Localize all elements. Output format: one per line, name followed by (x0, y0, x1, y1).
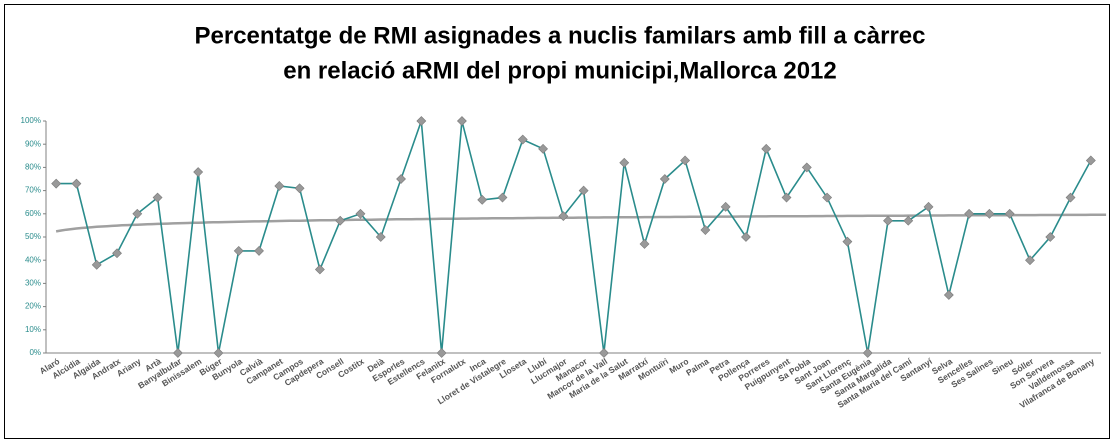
marker (294, 183, 305, 194)
marker (680, 155, 691, 166)
marker (781, 192, 792, 203)
marker (639, 239, 650, 249)
marker (883, 215, 893, 226)
marker (943, 290, 954, 300)
marker (477, 194, 488, 205)
marker (436, 348, 447, 358)
marker (335, 215, 346, 226)
marker (51, 178, 62, 189)
marker (172, 348, 183, 358)
chart-title: en relació aRMI del propi municipi,Mallo… (283, 57, 837, 84)
y-tick-label: 90% (25, 139, 41, 148)
chart-title: Percentatge de RMI asignades a nuclis fa… (195, 22, 926, 49)
marker (233, 245, 244, 256)
marker (659, 174, 670, 184)
y-tick-label: 80% (25, 163, 41, 172)
marker (842, 236, 853, 247)
marker (599, 348, 609, 358)
marker (1045, 232, 1056, 242)
chart-border (4, 4, 1110, 439)
marker (578, 185, 589, 196)
marker (903, 215, 914, 226)
y-tick-label: 10% (25, 325, 41, 334)
y-tick-label: 50% (25, 232, 41, 241)
marker (71, 178, 82, 189)
marker (396, 174, 406, 184)
marker (700, 225, 711, 235)
marker (112, 248, 122, 259)
marker (132, 208, 143, 219)
y-tick-label: 0% (29, 348, 41, 357)
marker (152, 192, 163, 203)
y-tick-label: 20% (25, 302, 41, 311)
data-line (56, 120, 1092, 354)
y-tick-label: 60% (25, 209, 41, 218)
marker (761, 143, 772, 154)
marker (456, 116, 467, 126)
y-tick-label: 30% (25, 279, 41, 288)
marker (801, 162, 812, 173)
y-tick-label: 70% (25, 186, 41, 195)
marker (375, 232, 386, 242)
marker (741, 232, 751, 242)
marker (964, 208, 975, 219)
marker (355, 208, 366, 219)
y-tick-label: 40% (25, 255, 41, 264)
marker (984, 208, 995, 219)
marker (619, 157, 630, 168)
marker (1025, 255, 1035, 266)
marker (416, 116, 427, 126)
marker (193, 167, 204, 177)
y-tick-label: 100% (21, 116, 41, 125)
marker (862, 348, 873, 358)
marker (1085, 155, 1096, 166)
marker (538, 143, 548, 154)
marker (1004, 208, 1015, 219)
marker (254, 245, 264, 256)
marker (497, 192, 508, 203)
marker (1065, 192, 1076, 203)
marker (274, 181, 285, 191)
marker (923, 201, 934, 212)
marker (720, 201, 731, 212)
marker (558, 211, 569, 222)
marker (314, 264, 325, 275)
marker (822, 192, 833, 203)
marker (517, 134, 528, 145)
marker (213, 348, 224, 358)
marker (91, 259, 102, 270)
